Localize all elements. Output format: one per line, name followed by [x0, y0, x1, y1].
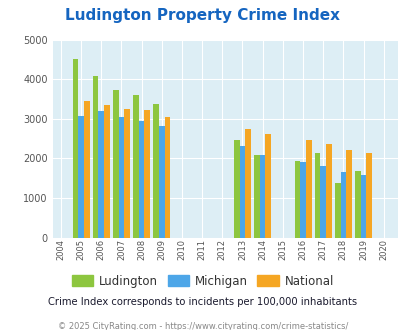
Bar — [265, 134, 271, 238]
Bar — [299, 162, 305, 238]
Text: Crime Index corresponds to incidents per 100,000 inhabitants: Crime Index corresponds to incidents per… — [48, 297, 357, 307]
Bar — [239, 146, 245, 238]
Bar — [84, 101, 89, 238]
Bar — [124, 109, 130, 238]
Bar — [314, 153, 320, 238]
Bar — [72, 59, 78, 238]
Bar — [340, 172, 345, 238]
Bar — [334, 183, 340, 238]
Bar — [133, 95, 139, 238]
Bar — [164, 117, 170, 238]
Bar — [325, 144, 331, 238]
Bar — [233, 140, 239, 238]
Bar — [144, 110, 150, 238]
Bar — [245, 129, 250, 238]
Text: © 2025 CityRating.com - https://www.cityrating.com/crime-statistics/: © 2025 CityRating.com - https://www.city… — [58, 322, 347, 330]
Bar — [360, 175, 365, 238]
Bar — [345, 150, 351, 238]
Legend: Ludington, Michigan, National: Ludington, Michigan, National — [67, 270, 338, 292]
Bar — [294, 161, 299, 238]
Bar — [158, 125, 164, 238]
Bar — [153, 104, 158, 238]
Bar — [259, 155, 265, 238]
Bar — [92, 76, 98, 238]
Bar — [118, 117, 124, 238]
Bar — [354, 172, 360, 238]
Bar — [139, 121, 144, 238]
Bar — [104, 105, 109, 238]
Bar — [365, 153, 371, 238]
Bar — [320, 166, 325, 238]
Bar — [305, 140, 311, 238]
Bar — [254, 155, 259, 238]
Bar — [78, 115, 84, 238]
Text: Ludington Property Crime Index: Ludington Property Crime Index — [65, 8, 340, 23]
Bar — [113, 90, 118, 238]
Bar — [98, 111, 104, 238]
